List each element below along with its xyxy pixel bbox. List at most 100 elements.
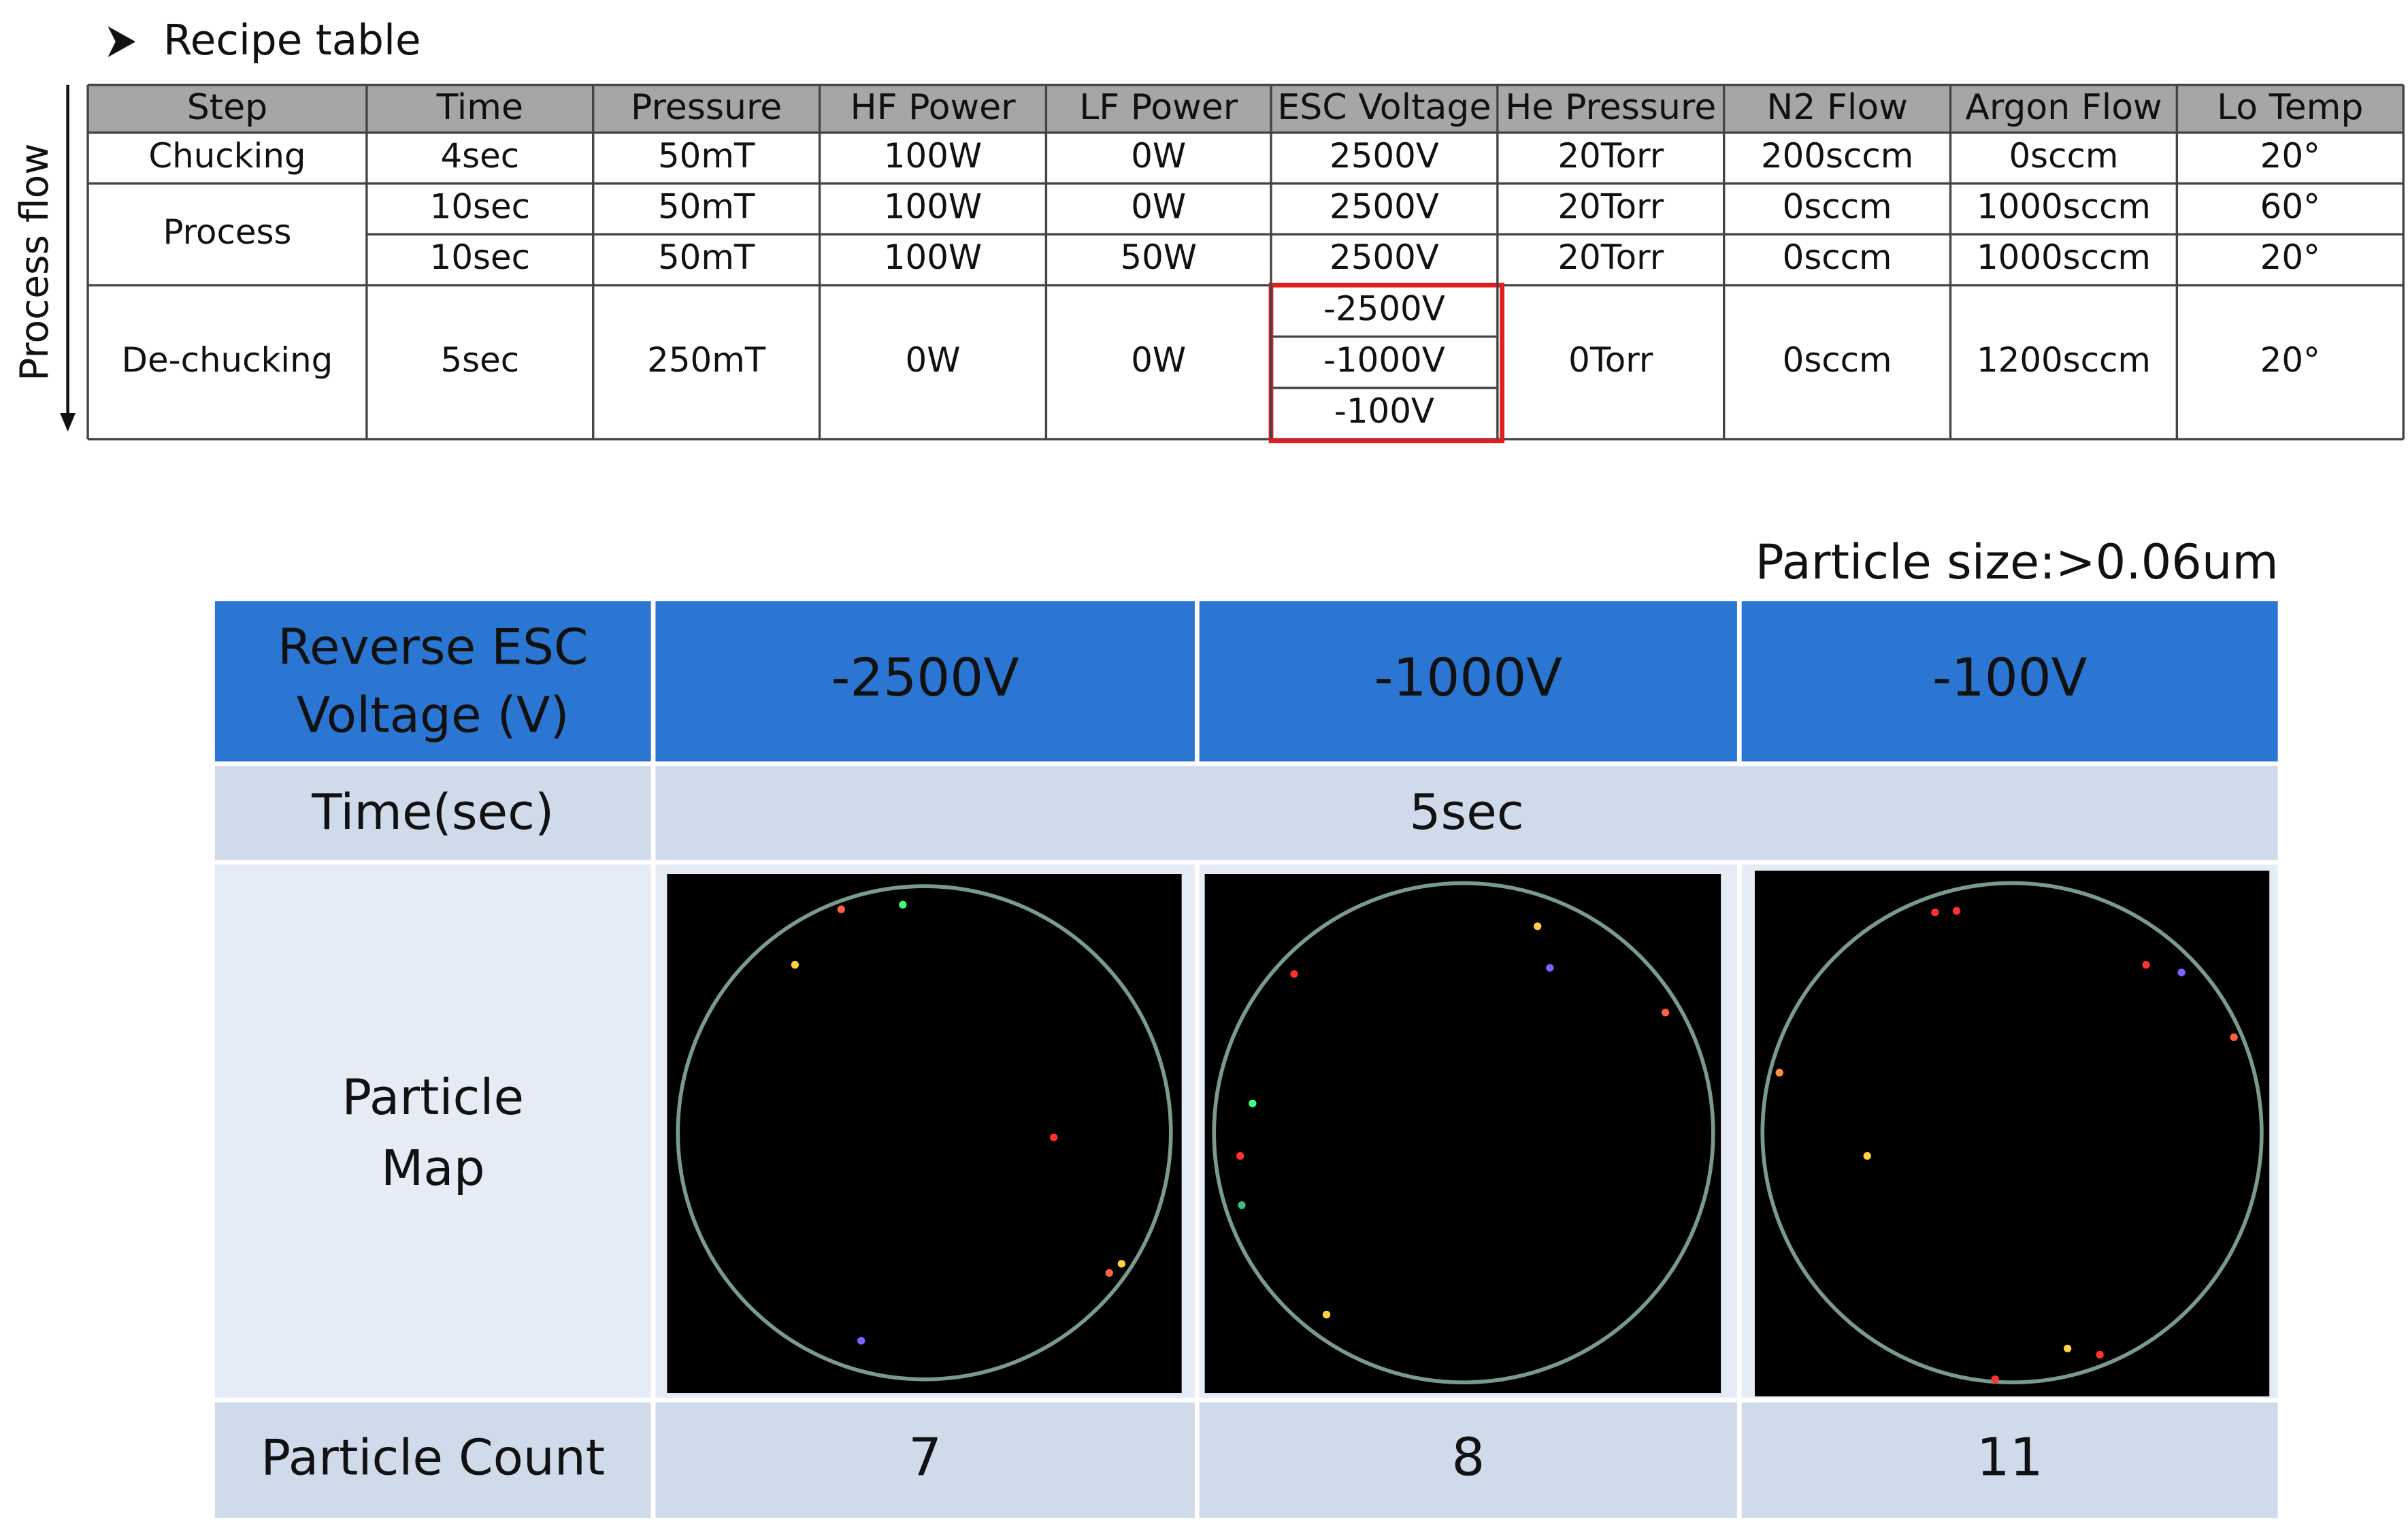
- particle: [1050, 1133, 1058, 1141]
- voltage-header-label: Reverse ESC: [278, 619, 589, 677]
- table-cell: 20°: [2260, 136, 2320, 176]
- particle: [1931, 908, 1939, 917]
- table-cell: 50mT: [658, 136, 755, 176]
- table-cell: 50W: [1120, 238, 1197, 277]
- step-cell: De-chucking: [122, 340, 333, 380]
- result-cell: [655, 601, 1195, 762]
- particle: [1117, 1260, 1126, 1268]
- voltage-header-label: Voltage (V): [297, 687, 570, 744]
- flow-arrow-head: [60, 412, 76, 432]
- result-cell: [214, 1402, 651, 1518]
- table-cell: 0sccm: [1783, 340, 1892, 380]
- table-cell: 0sccm: [1783, 186, 1892, 226]
- particle: [1290, 970, 1298, 978]
- count-label: Particle Count: [261, 1430, 605, 1487]
- column-header: Lo Temp: [2217, 87, 2363, 128]
- wafer-map: [667, 873, 1182, 1394]
- table-cell: 1200sccm: [1977, 340, 2151, 380]
- result-cell: [655, 1402, 1195, 1518]
- section-title: Recipe table: [163, 16, 421, 65]
- particle: [1661, 1009, 1670, 1017]
- esc-voltage-cell: -2500V: [1323, 289, 1445, 328]
- table-cell: 0W: [1131, 340, 1186, 380]
- particle: [1238, 1201, 1246, 1209]
- particle-count: 7: [908, 1428, 942, 1488]
- particle: [2177, 968, 2186, 977]
- table-cell: 20°: [2260, 340, 2320, 380]
- particle-size-note: Particle size:>0.06um: [1755, 534, 2278, 590]
- table-cell: 100W: [884, 186, 982, 226]
- particle-count: 8: [1451, 1428, 1485, 1488]
- map-label: Map: [381, 1140, 485, 1197]
- column-header: ESC Voltage: [1277, 87, 1491, 128]
- map-label: Particle: [342, 1069, 524, 1126]
- table-cell: 0W: [1131, 136, 1186, 176]
- result-cell: [1199, 1402, 1737, 1518]
- result-cell: [214, 766, 651, 860]
- column-header: HF Power: [850, 87, 1016, 128]
- particle: [857, 1337, 865, 1345]
- esc-voltage-cell: -100V: [1334, 391, 1434, 431]
- table-cell: 2500V: [1330, 136, 1439, 176]
- particle: [1863, 1152, 1871, 1160]
- step-cell: Chucking: [148, 136, 306, 176]
- table-cell: 0Torr: [1568, 340, 1653, 380]
- table-cell: 0W: [906, 340, 961, 380]
- table-cell: 0W: [1131, 186, 1186, 226]
- wafer-outline: [676, 884, 1173, 1382]
- particle: [791, 960, 799, 969]
- particle: [837, 905, 845, 913]
- particle: [1322, 1310, 1331, 1319]
- table-cell: 2500V: [1330, 238, 1439, 277]
- particle: [1991, 1375, 1999, 1384]
- table-cell: 5sec: [440, 340, 519, 380]
- column-header: He Pressure: [1505, 87, 1716, 128]
- column-header: N2 Flow: [1766, 87, 1907, 128]
- table-cell: 0sccm: [2009, 136, 2118, 176]
- wafer-map: [1204, 873, 1721, 1394]
- column-header: Argon Flow: [1965, 87, 2162, 128]
- table-cell: 250mT: [647, 340, 766, 380]
- table-cell: 60°: [2260, 186, 2320, 226]
- particle-count: 11: [1977, 1428, 2043, 1488]
- column-header: Time: [436, 87, 523, 128]
- particle: [1249, 1099, 1257, 1108]
- particle: [1546, 964, 1554, 972]
- table-cell: 50mT: [658, 238, 755, 277]
- time-value: 5sec: [1409, 784, 1523, 841]
- result-cell: [655, 766, 2278, 860]
- table-cell: 200sccm: [1761, 136, 1913, 176]
- particle: [2142, 960, 2150, 969]
- column-header: Step: [187, 87, 268, 128]
- column-header: Pressure: [631, 87, 782, 128]
- table-cell: 0sccm: [1783, 238, 1892, 277]
- particle-maps: [667, 870, 2270, 1397]
- result-cell: [1199, 601, 1737, 762]
- particle: [2096, 1350, 2104, 1359]
- table-cell: 20Torr: [1557, 136, 1664, 176]
- particle: [1952, 907, 1961, 915]
- wafer-map: [1754, 870, 2270, 1397]
- table-cell: 20Torr: [1557, 186, 1664, 226]
- wafer-outline: [1212, 881, 1715, 1385]
- result-cell: [214, 864, 651, 1398]
- table-cell: 2500V: [1330, 186, 1439, 226]
- wafer-outline: [1760, 881, 2264, 1385]
- result-cell: [214, 601, 651, 762]
- particle: [1775, 1069, 1783, 1077]
- voltage-header: -2500V: [831, 648, 1020, 708]
- result-cell: [1741, 601, 2278, 762]
- voltage-header: -1000V: [1374, 648, 1563, 708]
- table-cell: 100W: [884, 136, 982, 176]
- particle: [2063, 1344, 2072, 1353]
- voltage-header: -100V: [1932, 648, 2088, 708]
- result-cell: [1741, 1402, 2278, 1518]
- bullet-arrow: [108, 26, 136, 57]
- table-cell: 50mT: [658, 186, 755, 226]
- esc-voltage-cell: -1000V: [1323, 340, 1445, 380]
- column-header: LF Power: [1079, 87, 1238, 128]
- particle: [899, 900, 907, 909]
- particle: [1105, 1269, 1113, 1277]
